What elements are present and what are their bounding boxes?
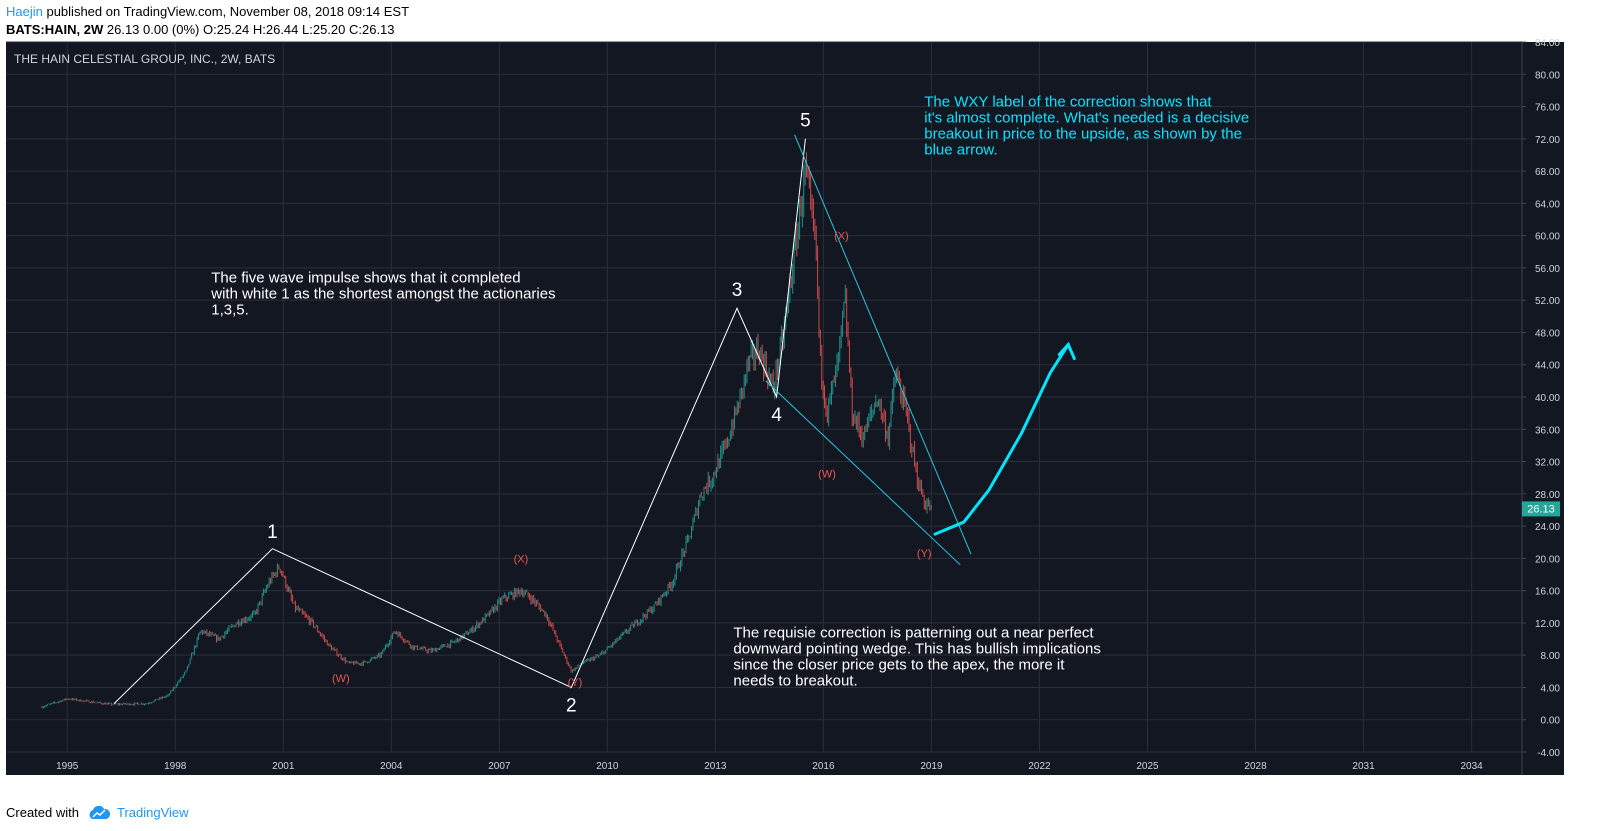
tradingview-link[interactable]: TradingView — [116, 805, 189, 820]
y-tick-label: 8.00 — [1541, 651, 1561, 662]
breakout-arrow — [933, 343, 1070, 536]
y-tick-label: 44.00 — [1535, 361, 1560, 372]
breakout-arrow-head — [1057, 341, 1076, 361]
x-tick-label: 2034 — [1460, 761, 1483, 772]
x-tick-label: 2001 — [272, 761, 295, 772]
y-tick-label: 4.00 — [1541, 683, 1561, 694]
y-tick-label: 0.00 — [1541, 716, 1561, 727]
x-tick-label: 2004 — [380, 761, 403, 772]
y-tick-label: 56.00 — [1535, 264, 1560, 275]
y-tick-label: 68.00 — [1535, 167, 1560, 178]
x-tick-label: 1998 — [164, 761, 187, 772]
x-axis-ticks: 1995 1998 2001 2004 2007 2010 2013 2016 2019 2022… — [56, 761, 1483, 772]
chart-header: Haejin published on TradingView.com, Nov… — [6, 3, 409, 39]
annotation-line: since the closer price gets to the apex,… — [733, 656, 1065, 673]
author-link[interactable]: Haejin — [6, 4, 43, 19]
y-tick-label: 48.00 — [1535, 328, 1560, 339]
x-tick-label: 2013 — [704, 761, 727, 772]
annotation-line: The five wave impulse shows that it comp… — [211, 269, 520, 286]
correction-label: (X) — [514, 553, 529, 565]
footer: Created with TradingView — [6, 805, 189, 820]
candles — [41, 152, 932, 709]
x-tick-label: 2010 — [596, 761, 619, 772]
annotation-line: it's almost complete. What's needed is a… — [924, 110, 1249, 127]
created-with-label: Created with — [6, 805, 79, 820]
x-tick-label: 2007 — [488, 761, 511, 772]
x-tick-label: 2025 — [1136, 761, 1159, 772]
wedge-trendline — [765, 380, 961, 566]
y-tick-label: 72.00 — [1535, 135, 1560, 146]
x-tick-label: 2022 — [1028, 761, 1051, 772]
annotation-line: The WXY label of the correction shows th… — [924, 94, 1212, 111]
tradingview-cloud-icon — [89, 805, 111, 819]
grid — [6, 41, 1522, 753]
x-tick-label: 2031 — [1352, 761, 1375, 772]
y-tick-label: 52.00 — [1535, 296, 1560, 307]
wave-label: 1 — [267, 522, 278, 543]
y-axis-ticks: 84.00 80.00 76.00 72.00 68.00 64.00 60.00 56.00… — [1522, 38, 1560, 759]
price-axis-background — [1522, 42, 1564, 775]
quote-line: BATS:HAIN, 2W 26.13 0.00 (0%) O:25.24 H:… — [6, 21, 409, 39]
correction-label: (W) — [332, 673, 350, 685]
x-tick-label: 2028 — [1244, 761, 1267, 772]
x-tick-label: 2016 — [812, 761, 835, 772]
correction-label: (Y) — [917, 548, 932, 560]
y-tick-label: 12.00 — [1535, 619, 1560, 630]
y-tick-label: 76.00 — [1535, 103, 1560, 114]
last-price-tag: 26.13 — [1522, 501, 1560, 517]
correction-label: (Y) — [568, 677, 583, 689]
annotation-text: The five wave impulse shows that it comp… — [210, 269, 555, 318]
wave-label: 2 — [566, 696, 577, 717]
y-tick-label: 40.00 — [1535, 393, 1560, 404]
annotation-text: The requisie correction is patterning ou… — [733, 624, 1100, 689]
publish-line: Haejin published on TradingView.com, Nov… — [6, 3, 409, 21]
y-tick-label: 60.00 — [1535, 232, 1560, 243]
annotation-line: with white 1 as the shortest amongst the… — [210, 285, 555, 302]
drawing-overlays: 1 2 3 4 5 (W) (X) (Y) (X) (W) (Y) The five wave imp… — [113, 94, 1249, 717]
annotation-line: breakout in price to the upside, as show… — [924, 126, 1242, 143]
annotation-line: downward pointing wedge. This has bullis… — [733, 640, 1100, 657]
annotation-line: The requisie correction is patterning ou… — [733, 624, 1094, 641]
impulse-wave-line — [113, 138, 806, 704]
annotation-line: blue arrow. — [924, 142, 997, 159]
y-tick-label: 16.00 — [1535, 587, 1560, 598]
annotation-line: needs to breakout. — [733, 672, 857, 689]
y-tick-label: 84.00 — [1535, 38, 1560, 49]
plot-background — [6, 42, 1522, 775]
publish-info: published on TradingView.com, November 0… — [42, 4, 410, 19]
x-tick-label: 2019 — [920, 761, 943, 772]
wave-label: 3 — [732, 280, 743, 301]
y-tick-label: 24.00 — [1535, 522, 1560, 533]
y-tick-label: -4.00 — [1537, 748, 1560, 759]
wedge-trendline — [794, 134, 972, 555]
chart-canvas[interactable]: 84.00 80.00 76.00 72.00 68.00 64.00 60.00 56.00… — [0, 0, 1606, 800]
wave-label: 4 — [771, 405, 782, 426]
y-tick-label: 32.00 — [1535, 458, 1560, 469]
y-tick-label: 28.00 — [1535, 490, 1560, 501]
chart-title: THE HAIN CELESTIAL GROUP, INC., 2W, BATS — [14, 52, 275, 66]
symbol-label: BATS:HAIN, 2W — [6, 22, 104, 37]
last-price-label: 26.13 — [1527, 503, 1555, 515]
quote-values: 26.13 0.00 (0%) O:25.24 H:26.44 L:25.20 … — [103, 22, 395, 37]
wave-label: 5 — [800, 111, 811, 132]
annotation-line: 1,3,5. — [211, 301, 249, 318]
correction-label: (W) — [818, 469, 836, 481]
correction-label: (X) — [834, 231, 849, 243]
annotation-text: The WXY label of the correction shows th… — [924, 94, 1249, 159]
y-tick-label: 20.00 — [1535, 554, 1560, 565]
y-tick-label: 80.00 — [1535, 70, 1560, 81]
x-tick-label: 1995 — [56, 761, 79, 772]
y-tick-label: 64.00 — [1535, 199, 1560, 210]
y-tick-label: 36.00 — [1535, 425, 1560, 436]
last-price-marker — [1522, 501, 1560, 517]
